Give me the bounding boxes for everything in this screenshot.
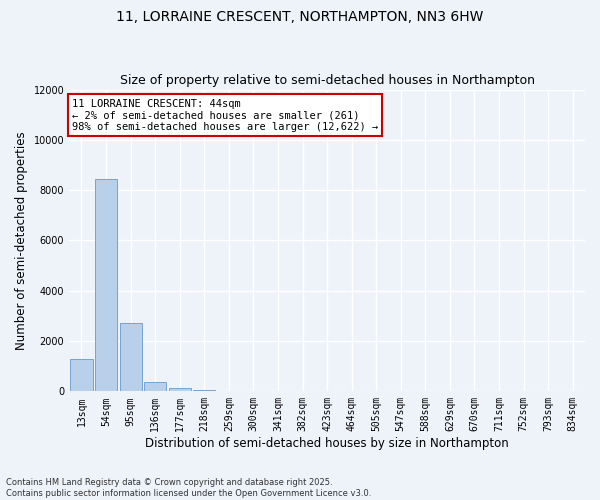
Bar xyxy=(95,179,117,392)
Y-axis label: Number of semi-detached properties: Number of semi-detached properties xyxy=(15,131,28,350)
Bar xyxy=(169,388,191,392)
X-axis label: Distribution of semi-detached houses by size in Northampton: Distribution of semi-detached houses by … xyxy=(145,437,509,450)
Text: 11 LORRAINE CRESCENT: 44sqm
← 2% of semi-detached houses are smaller (261)
98% o: 11 LORRAINE CRESCENT: 44sqm ← 2% of semi… xyxy=(72,98,378,132)
Bar xyxy=(119,324,142,392)
Bar xyxy=(70,358,92,392)
Bar xyxy=(144,382,166,392)
Bar xyxy=(193,390,215,392)
Text: Contains HM Land Registry data © Crown copyright and database right 2025.
Contai: Contains HM Land Registry data © Crown c… xyxy=(6,478,371,498)
Title: Size of property relative to semi-detached houses in Northampton: Size of property relative to semi-detach… xyxy=(119,74,535,87)
Text: 11, LORRAINE CRESCENT, NORTHAMPTON, NN3 6HW: 11, LORRAINE CRESCENT, NORTHAMPTON, NN3 … xyxy=(116,10,484,24)
